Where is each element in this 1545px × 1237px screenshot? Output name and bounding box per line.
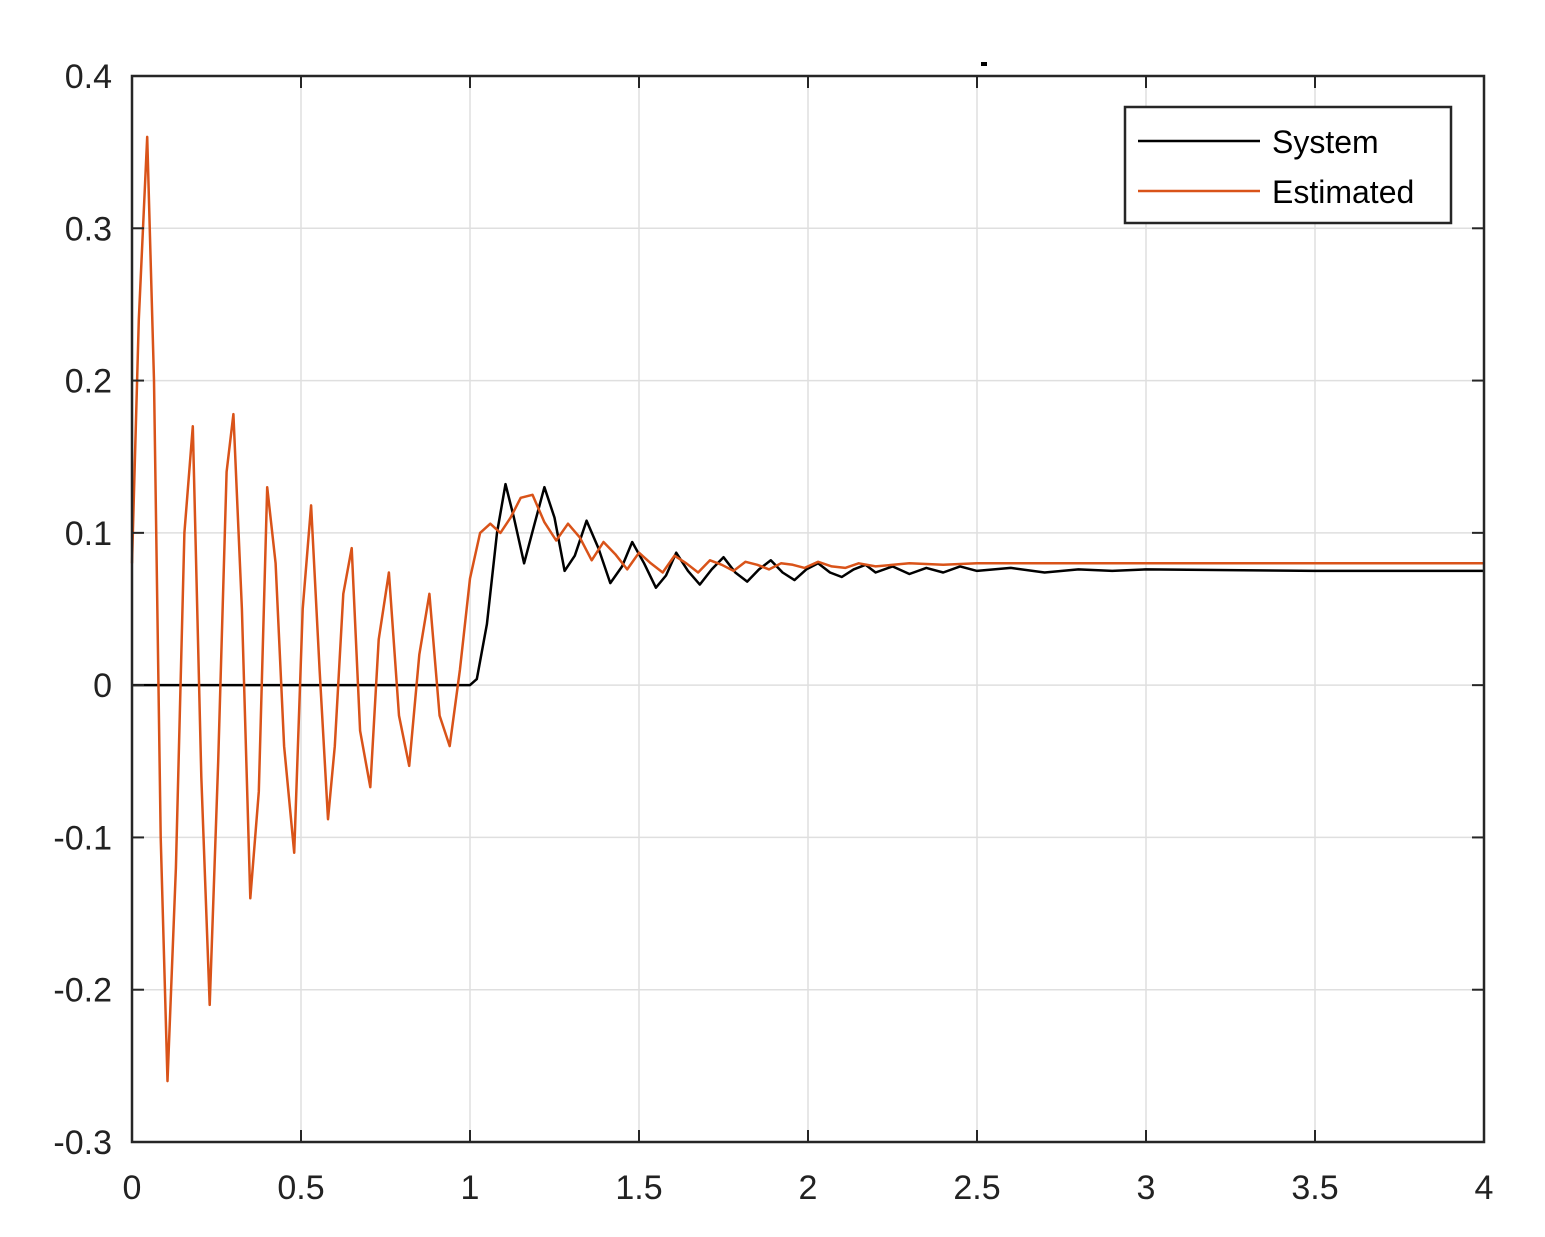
series-line-system (132, 482, 1484, 687)
y-tick-label: -0.3 (53, 1124, 112, 1162)
y-tick-label: 0.1 (65, 515, 112, 553)
x-tick-label: 0.5 (277, 1169, 324, 1207)
legend-box (1123, 105, 1453, 225)
x-tick-label: 1.5 (615, 1169, 662, 1207)
legend-label-system: System (1272, 124, 1379, 160)
x-tick-label: 0 (123, 1169, 142, 1207)
series-line-estimated (130, 135, 1484, 1083)
series-layer (130, 135, 1484, 1083)
legend-label-estimated: Estimated (1272, 174, 1414, 210)
x-tick-label: 2.5 (953, 1169, 1000, 1207)
y-tick-label: 0.4 (65, 58, 112, 96)
y-tick-label: 0.2 (65, 363, 112, 401)
ticks (131, 75, 1485, 1143)
y-tick-label: 0.3 (65, 210, 112, 248)
y-tick-label: 0 (93, 667, 112, 705)
x-tick-label: 1 (461, 1169, 480, 1207)
x-tick-label: 2 (799, 1169, 818, 1207)
tick-labels: 0 0.5 1 1.5 2 2.5 3 3.5 4 -0.3 -0.2 -0.1 0 0.1 0.2 0.3 0… (53, 58, 1493, 1207)
x-tick-label: 3.5 (1291, 1169, 1338, 1207)
title-dot (981, 62, 987, 66)
y-tick-label: -0.2 (53, 972, 112, 1010)
x-tick-label: 3 (1137, 1169, 1156, 1207)
x-tick-label: 4 (1475, 1169, 1494, 1207)
legend: System Estimated (1123, 105, 1453, 225)
grid (132, 76, 1484, 1142)
y-tick-label: -0.1 (53, 819, 112, 857)
